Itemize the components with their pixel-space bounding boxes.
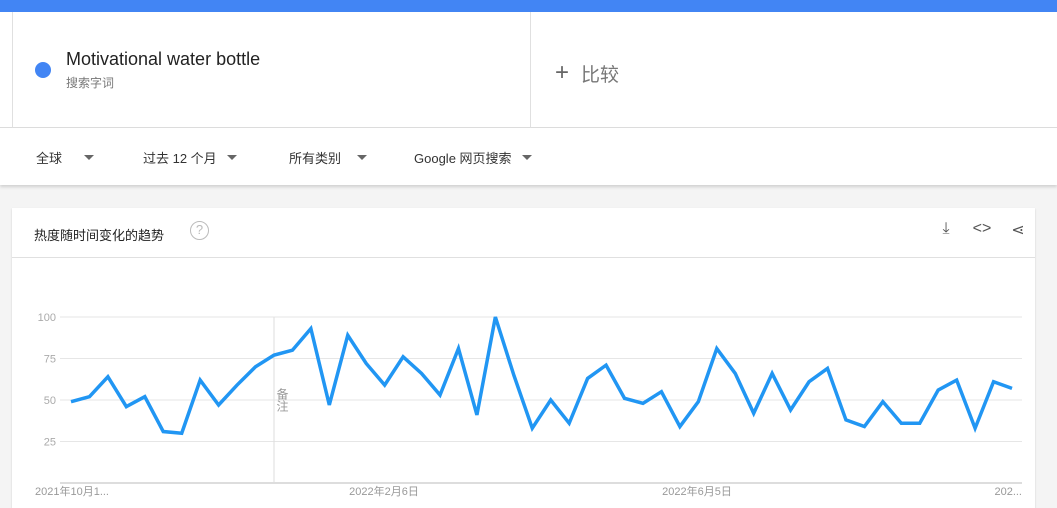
top-bar [0,0,1057,12]
term-subtitle: 搜索字词 [66,76,115,90]
source-label: Google 网页搜索 [414,151,512,166]
download-icon[interactable]: ⤓ [942,220,950,237]
x-tick-label: 2022年2月6日 [349,484,419,498]
header-divider [12,257,1035,258]
time-label: 过去 12 个月 [143,151,217,166]
y-tick-label: 25 [44,437,56,449]
y-tick-label: 75 [44,354,56,366]
y-tick-label: 100 [38,312,56,324]
chevron-down-icon [357,155,368,160]
chevron-down-icon [84,155,95,160]
source-dropdown[interactable]: Google 网页搜索 [414,148,532,167]
chevron-down-icon [521,155,532,160]
time-dropdown[interactable]: 过去 12 个月 [143,148,237,167]
help-icon[interactable]: ? [190,221,209,240]
x-tick-label: 2021年10月1... [35,484,109,498]
share-icon[interactable]: ⋖ [1011,222,1025,239]
region-dropdown[interactable]: 全球 [36,148,95,167]
trend-line [70,316,1013,436]
x-tick-label: 202... [994,486,1022,498]
compare-button[interactable]: + 比较 [555,59,619,87]
y-tick-label: 50 [44,395,56,407]
term-name: Motivational water bottle [66,49,261,69]
chevron-down-icon [226,155,237,160]
compare-label: 比较 [581,64,620,86]
x-tick-label: 2022年6月5日 [662,484,732,498]
card-title: 热度随时间变化的趋势 [34,228,165,243]
annotation-label: 备注 [275,388,289,413]
category-label: 所有类别 [289,151,342,166]
category-dropdown[interactable]: 所有类别 [289,148,368,167]
plus-icon: + [555,59,570,86]
embed-icon[interactable]: <> [972,220,992,237]
filters-bar: 全球 过去 12 个月 所有类别 Google 网页搜索 [0,128,1057,185]
search-term-card[interactable]: Motivational water bottle 搜索字词 [12,12,531,128]
term-color-dot [35,62,51,78]
region-label: 全球 [36,151,63,166]
search-terms-bar: Motivational water bottle 搜索字词 + 比较 [0,12,1057,128]
